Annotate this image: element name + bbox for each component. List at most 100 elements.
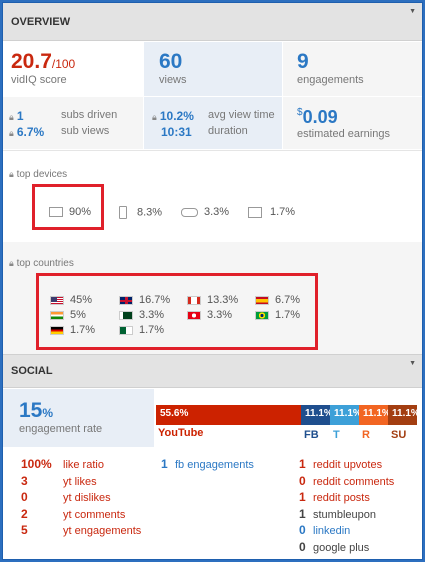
stat-label: linkedin (313, 525, 351, 537)
stat-label: yt engagements (63, 525, 142, 537)
country-item: 6.7% (255, 294, 300, 306)
collapse-caret-icon[interactable]: ▼ (409, 8, 416, 15)
stat-row: 3 yt likes (21, 474, 97, 488)
duration-value: 10:31 (161, 125, 192, 139)
highlight-box (36, 273, 318, 350)
ca-flag-icon (187, 295, 201, 305)
country-item: 5% (50, 309, 86, 321)
avg-view-time-value: 10.2% (159, 109, 194, 123)
stat-value: 0 (299, 473, 306, 488)
views-label: views (159, 74, 187, 86)
bar-label-youtube: YouTube (158, 427, 204, 439)
stat-row: 0 google plus (299, 540, 369, 554)
bar-label-fb: FB (304, 429, 319, 441)
countries-section: 🔒︎ top countries 45% 16.7% 13.3% 6.7% 5%… (3, 242, 422, 354)
vidiq-score-label: vidIQ score (11, 74, 67, 86)
device-item: 8.3% (119, 206, 162, 219)
bar-label-t: T (333, 429, 340, 441)
device-item: 1.7% (248, 206, 295, 218)
uk-flag-icon (119, 295, 133, 305)
pk-flag-icon (119, 310, 133, 320)
monitor-icon (49, 207, 63, 218)
earnings-cell: $0.09 estimated earnings (283, 97, 422, 149)
devices-section: 🔒︎ top devices 90% 8.3% 3.3% 1.7% (3, 150, 422, 242)
country-item: 13.3% (187, 294, 238, 306)
collapse-caret-icon[interactable]: ▼ (409, 360, 416, 367)
stat-row: 1 fb engagements (161, 457, 254, 471)
lock-icon: 🔒︎ (152, 112, 157, 122)
stat-value: 1 (161, 457, 168, 471)
br-flag-icon (255, 310, 269, 320)
de-flag-icon (50, 325, 64, 335)
country-value: 5% (70, 309, 86, 321)
devices-label: top devices (16, 169, 68, 180)
subs-driven-value: 1 (16, 109, 24, 123)
in-flag-icon (50, 310, 64, 320)
stat-label: like ratio (63, 459, 104, 471)
dz-flag-icon (119, 325, 133, 335)
earnings-value: 0.09 (302, 107, 338, 127)
country-value: 1.7% (70, 324, 96, 336)
device-value: 90% (69, 206, 92, 218)
overview-header[interactable]: OVERVIEW ▼ (3, 3, 422, 41)
lock-icon: 🔒︎ (9, 258, 14, 268)
social-stats: 100% like ratio 3 yt likes 0 yt dislikes 2 yt c… (3, 447, 422, 559)
stat-row: 5 yt engagements (21, 523, 141, 537)
stat-label: reddit posts (313, 492, 370, 504)
engagement-rate-unit: % (42, 406, 54, 420)
vidiq-score-cell: 20.7/100 vidIQ score (3, 42, 143, 96)
stat-value: 0 (299, 523, 306, 537)
engagement-rate-label: engagement rate (19, 423, 103, 435)
vidiq-score-denom: /100 (51, 57, 76, 71)
bar-segment-su: 11.1% (388, 405, 417, 425)
stat-label: fb engagements (175, 459, 254, 471)
stat-label: yt likes (63, 475, 97, 488)
duration-label: duration (208, 125, 248, 137)
stat-row: 1 stumbleupon (299, 507, 376, 521)
social-header[interactable]: SOCIAL ▼ (3, 354, 422, 388)
stat-row: 0 reddit comments (299, 474, 394, 488)
lock-icon: 🔒︎ (9, 169, 14, 179)
views-value: 60 (159, 50, 183, 73)
engagement-rate-value: 15 (19, 399, 43, 422)
country-value: 1.7% (275, 309, 301, 321)
vidiq-score-value: 20.7 (11, 50, 52, 73)
engagement-rate-cell: 15% engagement rate (3, 389, 154, 447)
device-item: 90% (49, 206, 91, 218)
phone-icon (119, 206, 127, 219)
country-value: 45% (70, 294, 93, 306)
subs-cell: 🔒︎ 1 subs driven 🔒︎ 6.7% sub views (3, 97, 143, 149)
country-value: 3.3% (139, 309, 165, 321)
bar-segment-fb: 11.1% (301, 405, 330, 425)
country-value: 6.7% (275, 294, 301, 306)
device-value: 3.3% (204, 206, 230, 218)
subs-driven-label: subs driven (61, 109, 118, 121)
stat-value: 2 (21, 506, 28, 521)
country-value: 3.3% (207, 309, 233, 321)
country-item: 3.3% (187, 309, 232, 321)
stat-value: 3 (21, 473, 28, 488)
earnings-currency: $ (297, 107, 303, 118)
device-value: 1.7% (270, 206, 296, 218)
sub-views-value: 6.7% (16, 125, 45, 139)
country-item: 1.7% (119, 324, 164, 336)
stat-row: 0 linkedin (299, 523, 350, 537)
social-title: SOCIAL (11, 365, 53, 377)
country-item: 45% (50, 294, 92, 306)
stat-value: 1 (299, 506, 306, 521)
stat-row: 1 reddit upvotes (299, 457, 382, 471)
view-time-cell: 🔒︎ 10.2% avg view time 10:31 duration (144, 97, 282, 149)
stat-value: 1 (299, 490, 306, 504)
country-value: 13.3% (207, 294, 239, 306)
stat-label: stumbleupon (313, 508, 376, 521)
social-share-bar: 55.6%11.1%11.1%11.1%11.1% (156, 405, 417, 425)
stat-label: reddit upvotes (313, 459, 383, 471)
lock-icon: 🔒︎ (9, 128, 14, 138)
stat-label: yt dislikes (63, 492, 111, 504)
stat-label: reddit comments (313, 475, 395, 488)
views-cell: 60 views (144, 42, 282, 96)
es-flag-icon (255, 295, 269, 305)
stat-label: yt comments (63, 508, 126, 521)
bar-segment-r: 11.1% (359, 405, 388, 425)
